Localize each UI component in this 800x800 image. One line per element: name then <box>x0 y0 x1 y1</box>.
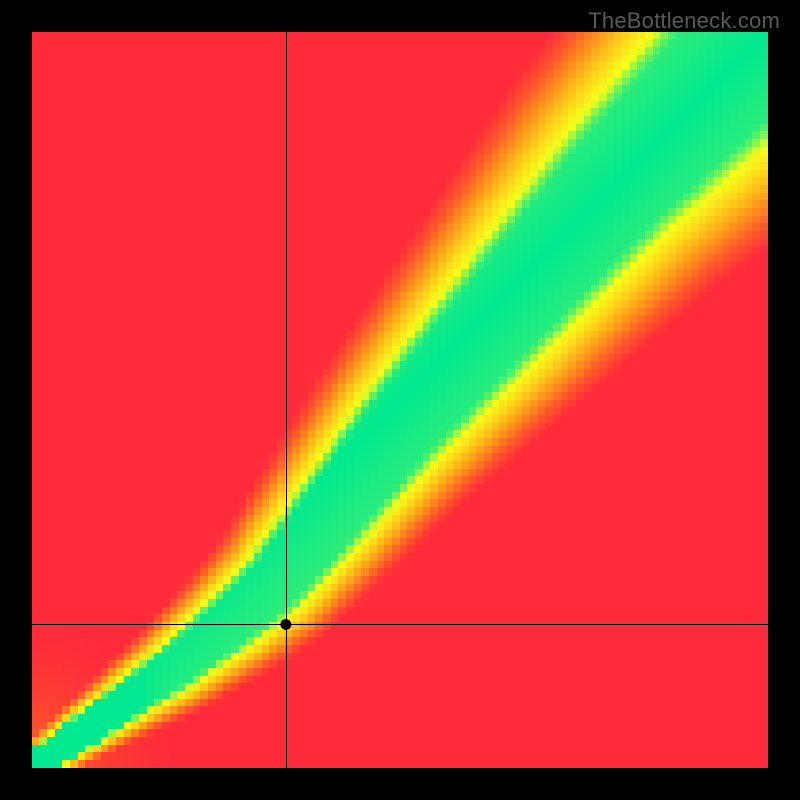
chart-container: TheBottleneck.com <box>0 0 800 800</box>
heatmap-canvas <box>32 32 768 768</box>
watermark-text: TheBottleneck.com <box>588 8 780 34</box>
plot-area <box>32 32 768 768</box>
